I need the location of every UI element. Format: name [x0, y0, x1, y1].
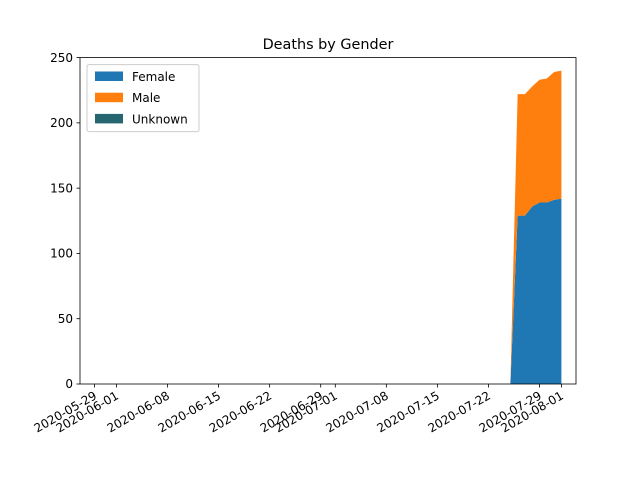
legend-label-female: Female	[132, 70, 175, 84]
y-tick-label: 0	[65, 377, 73, 391]
plot-frame	[79, 57, 577, 385]
y-axis: 0 50 100 150 200 250	[50, 51, 80, 391]
legend-swatch-female	[95, 71, 123, 81]
area-female	[510, 198, 562, 384]
y-tick-label: 150	[50, 181, 73, 195]
x-axis: 2020-05-292020-06-012020-06-082020-06-15…	[32, 384, 566, 435]
legend-swatch-unknown	[95, 113, 123, 124]
legend-swatch-male	[95, 92, 123, 103]
y-tick-label: 200	[50, 116, 73, 130]
y-tick-label: 100	[50, 247, 73, 261]
y-tick-label: 50	[58, 312, 73, 326]
y-tick-label: 250	[50, 51, 73, 65]
legend: Female Male Unknown	[86, 64, 200, 133]
area-male	[510, 70, 562, 384]
legend-label-unknown: Unknown	[132, 112, 188, 126]
chart-title: Deaths by Gender	[263, 37, 394, 53]
legend-label-male: Male	[132, 91, 160, 105]
area-layers	[510, 70, 562, 384]
